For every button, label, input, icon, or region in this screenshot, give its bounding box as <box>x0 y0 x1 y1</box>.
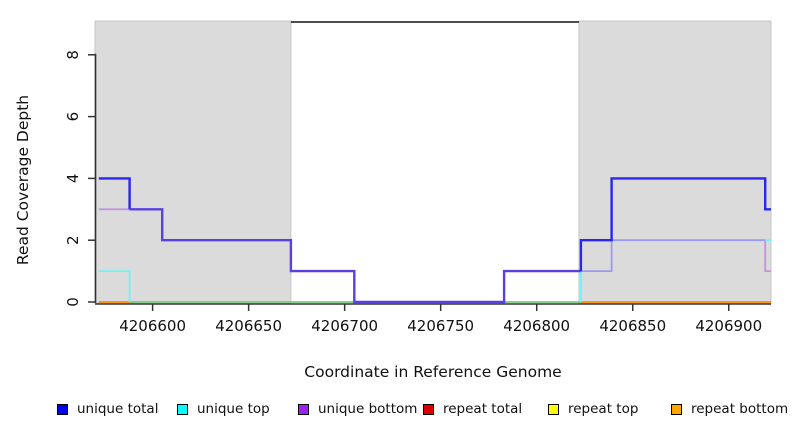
x-axis-title: Coordinate in Reference Genome <box>304 363 561 381</box>
x-tick-label: 4206850 <box>599 317 666 335</box>
coverage-step-line <box>580 239 766 272</box>
x-tick-label: 4206600 <box>119 317 186 335</box>
axes: 4206600 4206650 4206700 4206750 4206800 42068… <box>64 50 771 335</box>
y-tick-label: 4 <box>64 174 82 184</box>
legend-item-unique-top: unique top <box>177 399 270 419</box>
x-tick-label: 4206700 <box>311 317 378 335</box>
coverage-step-line <box>579 177 771 272</box>
coverage-step-line <box>98 270 131 302</box>
x-tick-label: 4206750 <box>407 317 474 335</box>
series-lines <box>98 177 771 304</box>
legend-label: repeat top <box>568 401 639 417</box>
legend-label: unique bottom <box>318 401 418 417</box>
legend-item-unique-bottom: unique bottom <box>298 399 417 419</box>
legend-item-repeat-top: repeat top <box>548 399 638 419</box>
x-tick-label: 4206800 <box>503 317 570 335</box>
coverage-step-line <box>764 240 771 272</box>
y-tick-label: 6 <box>64 112 82 122</box>
legend-label: unique total <box>77 401 159 417</box>
unique-bottom-swatch-icon <box>298 403 309 415</box>
y-tick-label: 2 <box>64 235 82 245</box>
legend-label: unique top <box>197 401 270 417</box>
shaded-region <box>578 20 772 304</box>
coverage-step-line <box>129 208 581 304</box>
legend: unique total unique top unique bottom re… <box>0 399 792 423</box>
y-tick-label: 8 <box>64 50 82 60</box>
legend-item-repeat-total: repeat total <box>423 399 522 419</box>
coverage-plot-canvas: 4206600 4206650 4206700 4206750 4206800 42068… <box>14 20 772 381</box>
repeat-top-swatch-icon <box>548 403 559 415</box>
repeat-bottom-swatch-icon <box>671 403 682 415</box>
shaded-regions <box>94 20 772 304</box>
y-tick-label: 0 <box>64 297 82 307</box>
legend-item-repeat-bottom: repeat bottom <box>671 399 788 419</box>
legend-label: repeat total <box>443 401 523 417</box>
y-axis-title: Read Coverage Depth <box>14 95 32 265</box>
legend-label: repeat bottom <box>691 401 789 417</box>
coverage-step-line <box>98 177 131 210</box>
legend-item-unique-total: unique total <box>57 399 158 419</box>
unique-top-swatch-icon <box>177 403 188 415</box>
repeat-total-swatch-icon <box>423 403 434 415</box>
x-tick-label: 4206650 <box>215 317 282 335</box>
shaded-region <box>94 20 292 304</box>
unique-total-swatch-icon <box>57 403 68 415</box>
x-tick-label: 4206900 <box>695 317 762 335</box>
